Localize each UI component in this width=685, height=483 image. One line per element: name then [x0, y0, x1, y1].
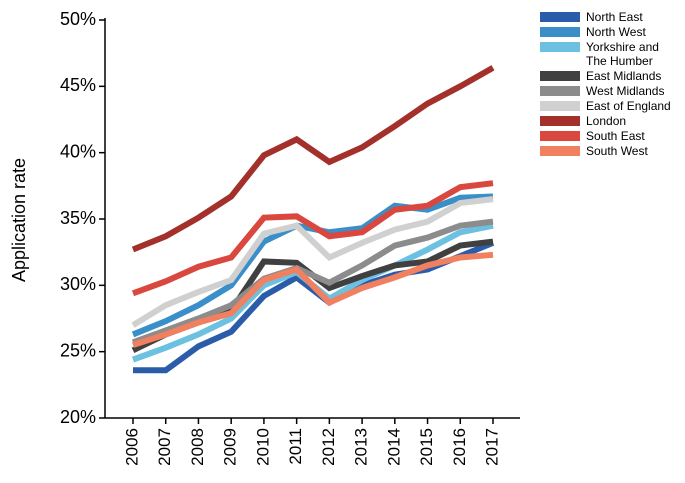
x-tick-label: 2010 — [253, 428, 272, 466]
x-tick-label: 2011 — [286, 428, 305, 465]
legend-item: London — [540, 114, 680, 128]
legend-item: South East — [540, 129, 680, 143]
legend: North East North West Yorkshire and The Hu… — [540, 10, 680, 159]
legend-label: East Midlands — [586, 69, 662, 83]
y-tick-label: 20% — [60, 407, 96, 427]
x-tick-label: 2015 — [417, 428, 436, 466]
series-line — [132, 251, 494, 348]
legend-label: South East — [586, 129, 645, 143]
legend-swatch — [540, 116, 580, 126]
legend-swatch — [540, 71, 580, 81]
legend-item: North East — [540, 10, 680, 24]
x-tick-label: 2007 — [155, 428, 174, 466]
x-tick-label: 2006 — [122, 428, 141, 466]
x-tick-label: 2017 — [482, 428, 501, 466]
legend-swatch — [540, 131, 580, 141]
series-line — [131, 180, 494, 297]
legend-item: East of England — [540, 99, 680, 113]
legend-item: South West — [540, 144, 680, 158]
legend-item: Yorkshire and The Humber — [540, 40, 680, 68]
x-tick-label: 2014 — [384, 428, 403, 466]
legend-item: North West — [540, 25, 680, 39]
legend-label: West Midlands — [586, 84, 665, 98]
x-tick-label: 2009 — [221, 428, 240, 466]
x-tick-label: 2016 — [450, 428, 469, 466]
legend-label: North West — [586, 25, 646, 39]
y-tick-label: 30% — [60, 274, 96, 294]
legend-label: East of England — [586, 99, 671, 113]
legend-item: East Midlands — [540, 69, 680, 83]
legend-label: London — [586, 114, 627, 128]
legend-item: West Midlands — [540, 84, 680, 98]
y-tick-label: 45% — [60, 75, 96, 95]
x-tick-label: 2012 — [319, 428, 338, 466]
y-tick-label: 50% — [60, 9, 96, 29]
x-tick-label: 2008 — [188, 428, 207, 466]
y-axis-label: Application rate — [9, 158, 29, 282]
y-tick-label: 35% — [60, 208, 96, 228]
legend-swatch — [540, 12, 580, 22]
legend-swatch — [540, 42, 580, 52]
legend-swatch — [540, 101, 580, 111]
legend-swatch — [540, 86, 580, 96]
legend-label: Yorkshire and The Humber — [586, 40, 659, 68]
legend-label: North East — [586, 10, 643, 24]
y-tick-label: 40% — [60, 141, 96, 161]
legend-swatch — [540, 27, 580, 37]
legend-swatch — [540, 146, 580, 156]
series-line — [131, 218, 494, 346]
y-tick-label: 25% — [60, 340, 96, 360]
series-line — [131, 196, 494, 328]
series-line — [131, 65, 495, 253]
x-tick-label: 2013 — [352, 428, 371, 466]
legend-label: South West — [586, 144, 648, 158]
